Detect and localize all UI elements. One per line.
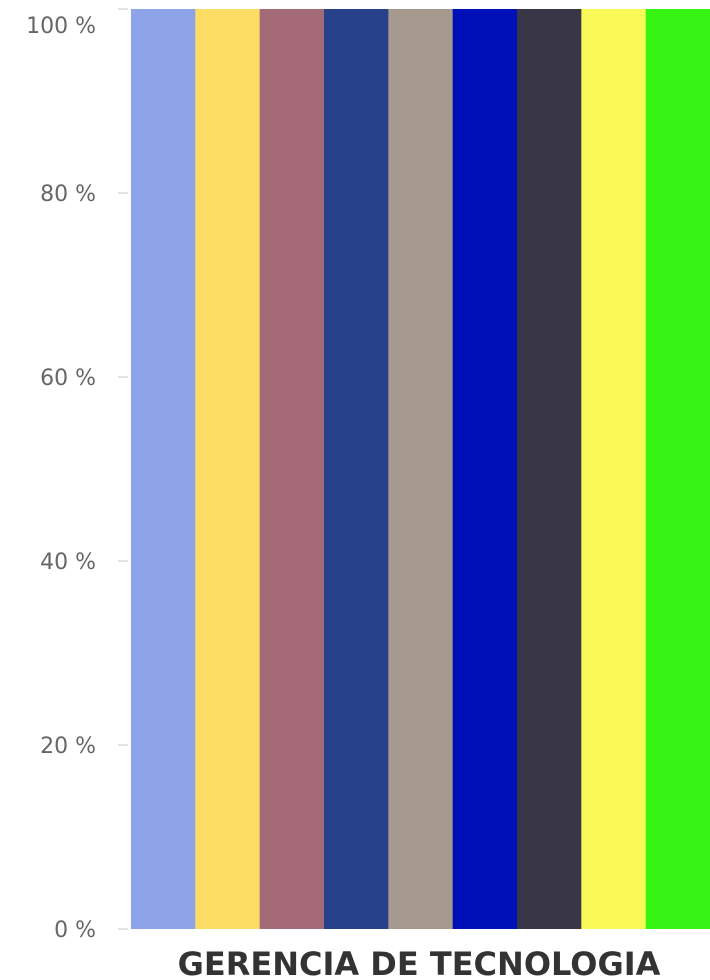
y-axis: 0 % 20 % 40 % 60 % 80 % 100 % [26,8,128,943]
y-tick-label: 40 % [40,550,96,575]
x-axis: GERENCIA DE TECNOLOGIA [178,945,661,980]
bar-segment[interactable] [324,9,389,929]
bar-segment[interactable] [581,9,647,929]
bar-segment[interactable] [452,9,518,929]
category-label: GERENCIA DE TECNOLOGIA [178,945,661,980]
bar-segment[interactable] [517,9,582,929]
bar-segment[interactable] [259,9,325,929]
y-tick-label: 80 % [40,182,96,207]
bar-segment[interactable] [645,9,710,929]
y-tick-label: 20 % [40,734,96,759]
bar-segment[interactable] [388,9,454,929]
bar-segment[interactable] [195,9,261,929]
y-tick-label: 60 % [40,366,96,391]
y-tick-label: 100 % [26,14,96,39]
bar-segments [131,9,710,929]
y-tick-label: 0 % [54,918,96,943]
bar-segment[interactable] [131,9,196,929]
